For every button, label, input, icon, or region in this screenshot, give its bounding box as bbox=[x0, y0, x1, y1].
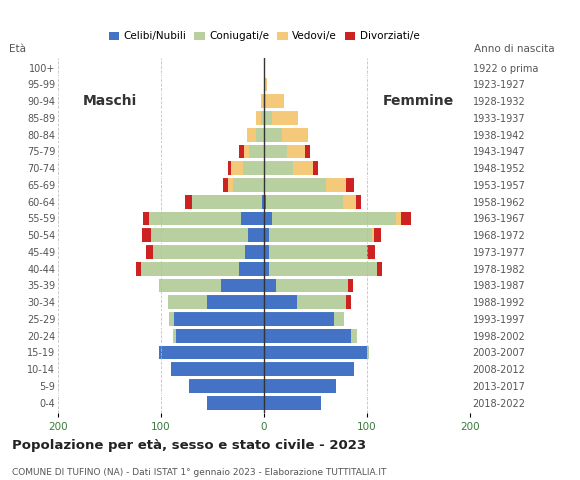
Bar bbox=[241, 212, 264, 225]
Bar bbox=[243, 161, 264, 175]
Bar bbox=[264, 94, 266, 108]
Bar bbox=[192, 195, 262, 209]
Bar bbox=[346, 295, 351, 309]
Bar bbox=[239, 262, 264, 276]
Bar bbox=[159, 346, 264, 360]
Bar bbox=[207, 396, 264, 409]
Bar bbox=[256, 128, 264, 142]
Text: Femmine: Femmine bbox=[383, 94, 454, 108]
Bar bbox=[248, 128, 256, 142]
Bar bbox=[184, 195, 192, 209]
Text: Anno di nascita: Anno di nascita bbox=[474, 44, 554, 54]
Bar bbox=[233, 178, 264, 192]
Bar bbox=[239, 144, 244, 158]
Bar bbox=[228, 161, 231, 175]
Bar bbox=[261, 94, 263, 108]
Bar bbox=[374, 228, 381, 242]
Bar bbox=[173, 329, 176, 343]
Bar bbox=[245, 245, 264, 259]
Bar bbox=[159, 278, 220, 292]
Bar bbox=[143, 228, 151, 242]
Bar bbox=[367, 245, 375, 259]
Bar bbox=[401, 212, 411, 225]
Bar bbox=[188, 379, 264, 393]
Bar bbox=[349, 278, 353, 292]
Bar bbox=[264, 396, 321, 409]
Bar bbox=[264, 111, 272, 125]
Bar bbox=[264, 195, 266, 209]
Bar bbox=[244, 144, 249, 158]
Bar bbox=[169, 312, 175, 326]
Bar bbox=[264, 178, 325, 192]
Bar bbox=[287, 144, 305, 158]
Bar bbox=[231, 161, 243, 175]
Bar bbox=[372, 228, 374, 242]
Bar bbox=[334, 312, 344, 326]
Bar bbox=[264, 262, 269, 276]
Bar bbox=[265, 78, 267, 91]
Bar bbox=[272, 212, 396, 225]
Bar bbox=[264, 346, 367, 360]
Bar bbox=[264, 312, 334, 326]
Bar bbox=[175, 312, 264, 326]
Bar bbox=[151, 228, 248, 242]
Bar bbox=[351, 329, 357, 343]
Bar bbox=[377, 262, 382, 276]
Bar bbox=[146, 245, 153, 259]
Bar bbox=[264, 278, 276, 292]
Bar bbox=[249, 144, 264, 158]
Bar bbox=[264, 245, 269, 259]
Bar bbox=[262, 195, 264, 209]
Bar bbox=[269, 245, 367, 259]
Bar bbox=[220, 278, 264, 292]
Bar bbox=[264, 212, 272, 225]
Bar bbox=[168, 295, 207, 309]
Bar bbox=[264, 161, 293, 175]
Bar bbox=[305, 144, 310, 158]
Bar bbox=[272, 111, 298, 125]
Bar bbox=[269, 262, 377, 276]
Bar bbox=[313, 161, 318, 175]
Bar bbox=[171, 362, 264, 376]
Bar bbox=[264, 78, 265, 91]
Bar bbox=[143, 212, 148, 225]
Bar bbox=[293, 161, 313, 175]
Bar bbox=[343, 195, 356, 209]
Bar bbox=[263, 94, 264, 108]
Bar bbox=[228, 178, 233, 192]
Text: Maschi: Maschi bbox=[82, 94, 137, 108]
Bar bbox=[297, 295, 346, 309]
Bar bbox=[142, 262, 239, 276]
Bar bbox=[264, 362, 354, 376]
Bar bbox=[223, 178, 228, 192]
Bar bbox=[153, 245, 245, 259]
Bar bbox=[367, 346, 369, 360]
Text: Popolazione per età, sesso e stato civile - 2023: Popolazione per età, sesso e stato civil… bbox=[12, 439, 366, 452]
Bar bbox=[248, 228, 264, 242]
Bar bbox=[264, 295, 297, 309]
Bar bbox=[176, 329, 264, 343]
Bar bbox=[264, 128, 282, 142]
Bar bbox=[276, 278, 349, 292]
Bar bbox=[266, 195, 343, 209]
Bar bbox=[264, 228, 269, 242]
Bar bbox=[269, 228, 372, 242]
Legend: Celibi/Nubili, Coniugati/e, Vedovi/e, Divorziati/e: Celibi/Nubili, Coniugati/e, Vedovi/e, Di… bbox=[104, 27, 423, 46]
Bar bbox=[282, 128, 308, 142]
Bar bbox=[266, 94, 284, 108]
Bar bbox=[264, 329, 351, 343]
Bar bbox=[207, 295, 264, 309]
Bar bbox=[256, 111, 261, 125]
Bar bbox=[264, 379, 336, 393]
Bar bbox=[346, 178, 354, 192]
Bar bbox=[396, 212, 401, 225]
Bar bbox=[264, 144, 287, 158]
Text: Età: Età bbox=[9, 44, 26, 54]
Text: COMUNE DI TUFINO (NA) - Dati ISTAT 1° gennaio 2023 - Elaborazione TUTTITALIA.IT: COMUNE DI TUFINO (NA) - Dati ISTAT 1° ge… bbox=[12, 468, 386, 477]
Bar bbox=[261, 111, 264, 125]
Bar bbox=[136, 262, 142, 276]
Bar bbox=[325, 178, 346, 192]
Bar bbox=[148, 212, 241, 225]
Bar bbox=[356, 195, 361, 209]
